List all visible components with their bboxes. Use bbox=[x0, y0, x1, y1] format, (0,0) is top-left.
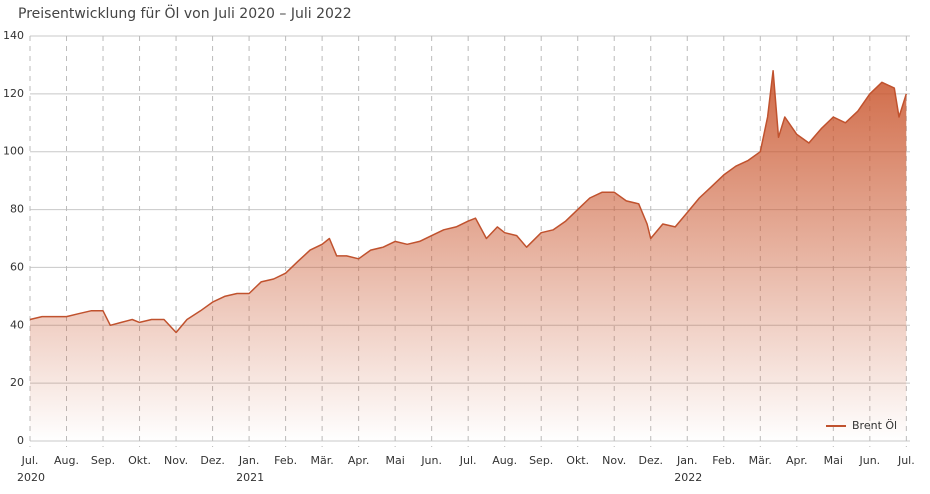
x-tick-label: Sep. bbox=[529, 454, 553, 467]
y-tick-label: 0 bbox=[17, 434, 24, 447]
x-tick-label: Apr. bbox=[348, 454, 370, 467]
x-tick-label: Mai bbox=[824, 454, 843, 467]
x-tick-label: Dez. bbox=[638, 454, 663, 467]
x-tick-label: Jul. bbox=[897, 454, 915, 467]
year-label: 2022 bbox=[674, 471, 702, 484]
price-line bbox=[29, 69, 908, 334]
x-tick-label: Jun. bbox=[420, 454, 442, 467]
y-tick-label: 120 bbox=[3, 87, 24, 100]
area-fill bbox=[30, 70, 907, 441]
legend-label: Brent Öl bbox=[852, 419, 897, 432]
x-tick-label: Mär. bbox=[749, 454, 772, 467]
x-tick-label: Mär. bbox=[310, 454, 333, 467]
x-tick-label: Aug. bbox=[54, 454, 79, 467]
x-tick-label: Jul. bbox=[21, 454, 39, 467]
x-tick-label: Feb. bbox=[274, 454, 297, 467]
x-tick-label: Nov. bbox=[602, 454, 626, 467]
x-tick-label: Mai bbox=[385, 454, 404, 467]
x-tick-label: Nov. bbox=[164, 454, 188, 467]
x-tick-label: Jun. bbox=[858, 454, 880, 467]
x-tick-label: Jul. bbox=[459, 454, 477, 467]
x-tick-label: Apr. bbox=[786, 454, 808, 467]
chart-title: Preisentwicklung für Öl von Juli 2020 – … bbox=[18, 4, 352, 22]
y-tick-label: 20 bbox=[10, 376, 24, 389]
x-tick-label: Jan. bbox=[238, 454, 259, 467]
y-tick-label: 100 bbox=[3, 145, 24, 158]
x-tick-label: Feb. bbox=[712, 454, 735, 467]
x-tick-label: Sep. bbox=[91, 454, 115, 467]
year-label: 2021 bbox=[236, 471, 264, 484]
x-tick-label: Okt. bbox=[566, 454, 589, 467]
x-tick-label: Dez. bbox=[200, 454, 225, 467]
y-tick-label: 60 bbox=[10, 260, 24, 273]
x-tick-label: Okt. bbox=[128, 454, 151, 467]
year-label: 2020 bbox=[17, 471, 45, 484]
x-tick-label: Jan. bbox=[676, 454, 697, 467]
y-tick-label: 80 bbox=[10, 203, 24, 216]
x-tick-label: Aug. bbox=[492, 454, 517, 467]
y-tick-label: 40 bbox=[10, 318, 24, 331]
y-tick-label: 140 bbox=[3, 29, 24, 42]
